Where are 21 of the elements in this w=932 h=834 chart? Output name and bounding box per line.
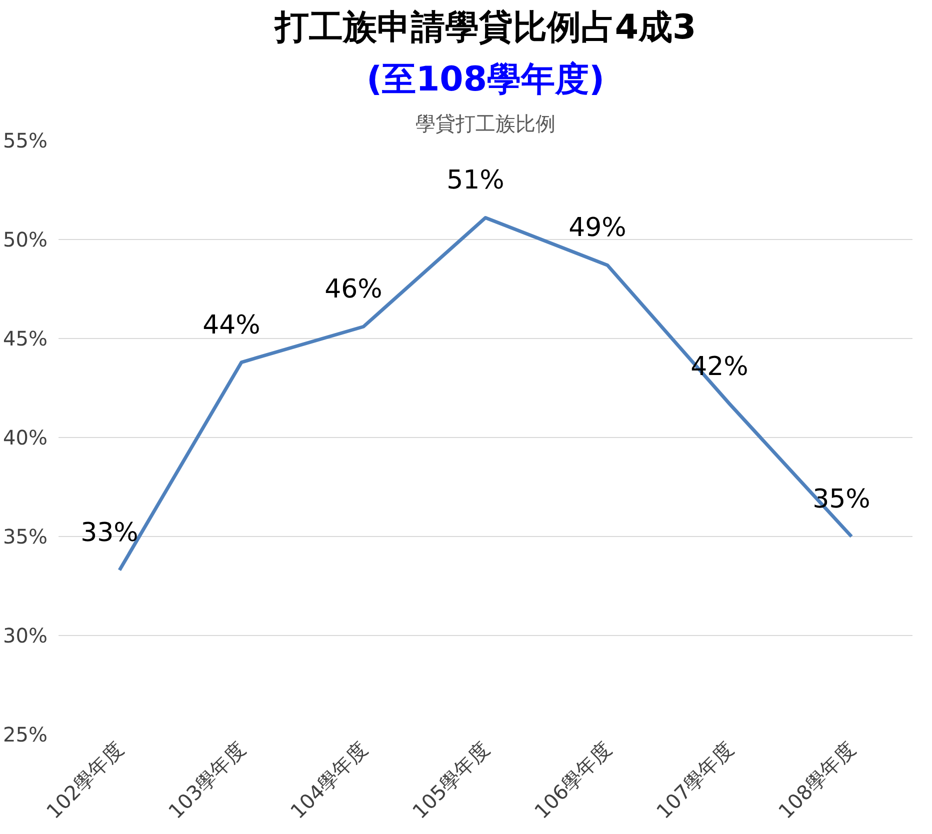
data-label: 44%: [202, 310, 260, 340]
data-label: 51%: [446, 166, 504, 196]
data-label: 33%: [80, 518, 138, 548]
y-tick-label: 35%: [3, 524, 48, 548]
y-tick-label: 30%: [3, 624, 48, 648]
x-tick-label: 105學年度: [408, 737, 494, 824]
y-tick-label: 50%: [3, 228, 48, 252]
x-tick-label: 108學年度: [774, 737, 860, 824]
chart-subtitle: (至108學年度): [366, 60, 605, 100]
y-tick-label: 45%: [3, 326, 48, 350]
chart-title: 打工族申請學貸比例占4成3: [272, 8, 696, 48]
data-label: 46%: [324, 274, 382, 305]
y-tick-label: 25%: [3, 722, 48, 746]
x-tick-label: 107學年度: [652, 737, 738, 824]
x-tick-label: 104學年度: [286, 737, 372, 824]
data-label: 49%: [568, 213, 626, 244]
x-tick-label: 103學年度: [164, 737, 250, 824]
x-tick-label: 106學年度: [530, 737, 616, 824]
y-tick-label: 55%: [3, 128, 48, 152]
y-tick-label: 40%: [3, 426, 48, 450]
text: 學貸打工族比例: [416, 112, 556, 136]
